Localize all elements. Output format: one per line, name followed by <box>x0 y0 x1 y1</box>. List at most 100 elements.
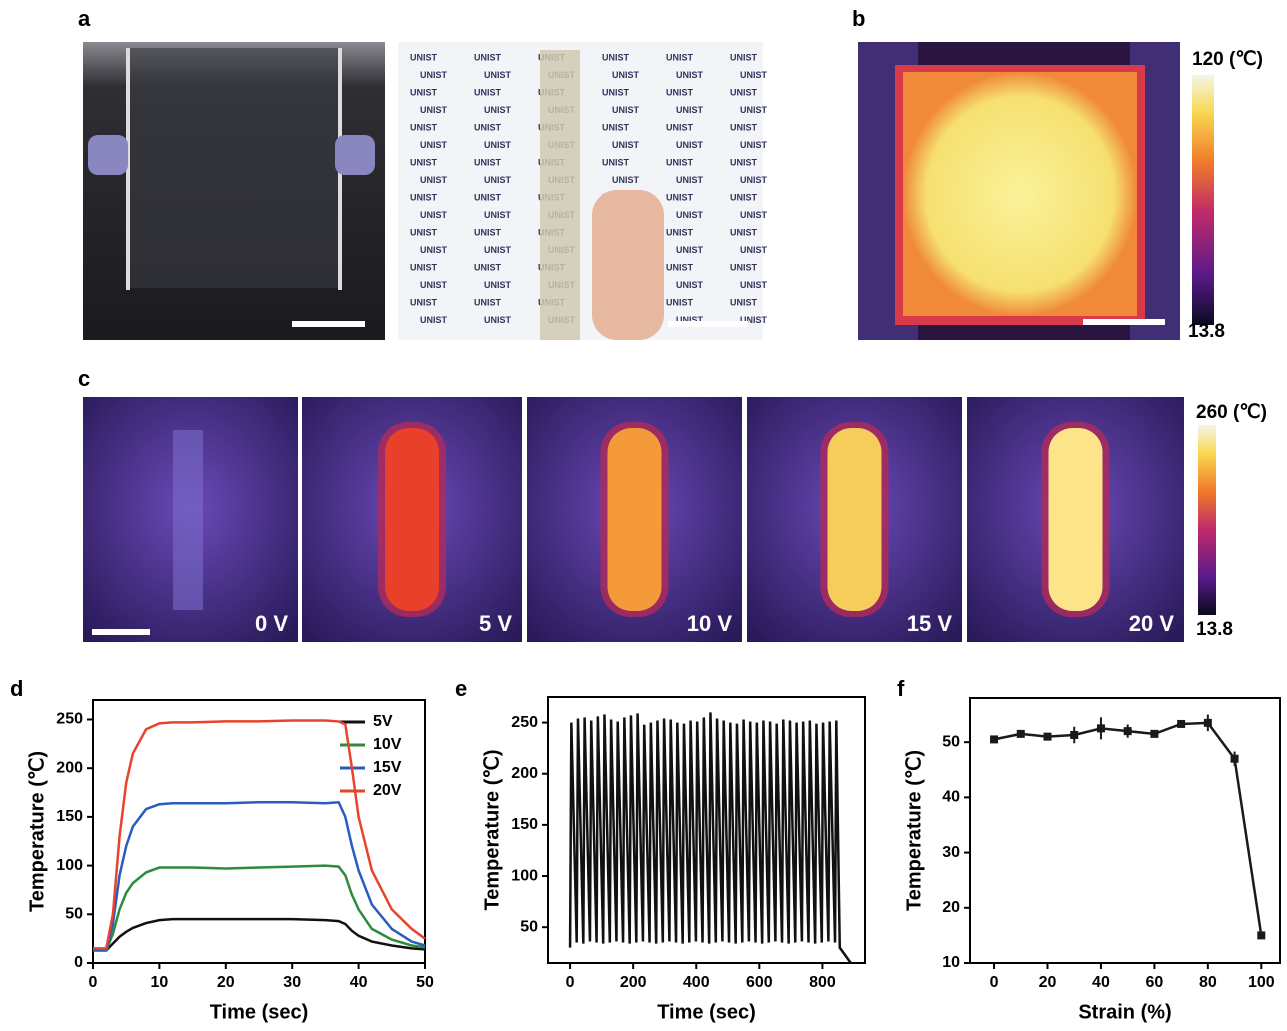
logo-text: UNIST <box>730 192 758 202</box>
logo-text: UNIST <box>666 87 694 97</box>
page: UNIST UNIST UNIST UNIST UNIST UNIST UNIST UNIST… <box>0 0 1287 1026</box>
logo-text: UNIST <box>740 210 768 220</box>
x-tick-label: 30 <box>283 974 301 991</box>
logo-text: UNIST <box>420 280 448 290</box>
panel-label: f <box>897 676 905 701</box>
y-axis-title: Temperature (℃) <box>903 750 925 911</box>
data-point <box>1231 755 1239 763</box>
x-tick-label: 100 <box>1248 974 1275 991</box>
x-tick-label: 20 <box>217 974 235 991</box>
logo-text: UNIST <box>410 122 438 132</box>
y-tick-label: 50 <box>520 918 538 935</box>
voltage-label: 10 V <box>687 611 733 636</box>
logo-text: UNIST <box>484 105 512 115</box>
data-point <box>1017 730 1025 738</box>
voltage-label: 15 V <box>907 611 953 636</box>
logo-text: UNIST <box>474 52 502 62</box>
x-axis-title: Time (sec) <box>657 1001 756 1023</box>
y-tick-label: 200 <box>56 759 83 776</box>
hand <box>592 190 664 340</box>
logo-text: UNIST <box>740 105 768 115</box>
data-point <box>1150 730 1158 738</box>
logo-text: UNIST <box>666 297 694 307</box>
logo-text: UNIST <box>410 52 438 62</box>
data-line <box>994 723 1261 936</box>
colorbar-label: 13.8 <box>1188 321 1225 342</box>
data-point <box>1044 733 1052 741</box>
logo-text: UNIST <box>612 70 640 80</box>
logo-text: UNIST <box>676 105 704 115</box>
logo-text: UNIST <box>676 280 704 290</box>
y-tick-label: 50 <box>942 733 960 750</box>
x-tick-label: 10 <box>151 974 169 991</box>
logo-text: UNIST <box>612 105 640 115</box>
data-line <box>570 712 851 963</box>
x-axis-title: Strain (%) <box>1078 1001 1171 1023</box>
scale-bar <box>668 321 748 327</box>
y-tick-label: 200 <box>511 765 538 782</box>
data-point <box>1124 727 1132 735</box>
logo-text: UNIST <box>666 122 694 132</box>
logo-text: UNIST <box>740 140 768 150</box>
logo-text: UNIST <box>410 227 438 237</box>
logo-text: UNIST <box>730 122 758 132</box>
logo-text: UNIST <box>666 262 694 272</box>
logo-text: UNIST <box>730 52 758 62</box>
logo-text: UNIST <box>474 262 502 272</box>
logo-text: UNIST <box>740 70 768 80</box>
logo-text: UNIST <box>474 87 502 97</box>
logo-text: UNIST <box>730 297 758 307</box>
roll <box>540 50 580 340</box>
logo-text: UNIST <box>730 87 758 97</box>
logo-text: UNIST <box>602 157 630 167</box>
legend-label: 5V <box>373 713 393 730</box>
logo-text: UNIST <box>474 227 502 237</box>
data-point <box>1070 731 1078 739</box>
photo-a-left <box>83 42 385 340</box>
logo-text: UNIST <box>410 87 438 97</box>
logo-text: UNIST <box>484 70 512 80</box>
legend-label: 20V <box>373 782 402 799</box>
logo-text: UNIST <box>484 140 512 150</box>
data-point <box>1097 724 1105 732</box>
logo-text: UNIST <box>410 192 438 202</box>
logo-text: UNIST <box>420 175 448 185</box>
y-tick-label: 50 <box>65 906 83 923</box>
logo-text: UNIST <box>410 297 438 307</box>
x-tick-label: 0 <box>990 974 999 991</box>
y-tick-label: 100 <box>56 857 83 874</box>
logo-text: UNIST <box>484 280 512 290</box>
colorbar-label: 120 (℃) <box>1192 49 1263 70</box>
logo-text: UNIST <box>612 175 640 185</box>
logo-text: UNIST <box>666 227 694 237</box>
x-tick-label: 40 <box>1092 974 1110 991</box>
y-axis-title: Temperature (℃) <box>481 749 503 910</box>
logo-text: UNIST <box>474 157 502 167</box>
logo-text: UNIST <box>474 192 502 202</box>
x-tick-label: 0 <box>89 974 98 991</box>
cylinder <box>173 430 203 610</box>
panel-label: c <box>78 366 90 391</box>
logo-text: UNIST <box>484 175 512 185</box>
logo-text: UNIST <box>420 70 448 80</box>
logo-text: UNIST <box>730 157 758 167</box>
colorbar <box>1198 425 1216 615</box>
y-tick-label: 250 <box>56 711 83 728</box>
data-point <box>1257 931 1265 939</box>
logo-text: UNIST <box>484 315 512 325</box>
logo-text: UNIST <box>474 297 502 307</box>
data-line <box>93 720 425 948</box>
data-point <box>1177 720 1185 728</box>
cylinder <box>608 428 662 611</box>
logo-text: UNIST <box>730 227 758 237</box>
logo-text: UNIST <box>740 245 768 255</box>
y-tick-label: 150 <box>56 808 83 825</box>
y-tick-label: 150 <box>511 816 538 833</box>
logo-text: UNIST <box>420 210 448 220</box>
logo-text: UNIST <box>602 87 630 97</box>
x-tick-label: 50 <box>416 974 434 991</box>
panel-label: a <box>78 6 91 31</box>
logo-text: UNIST <box>676 175 704 185</box>
logo-text: UNIST <box>420 140 448 150</box>
data-point <box>1204 719 1212 727</box>
